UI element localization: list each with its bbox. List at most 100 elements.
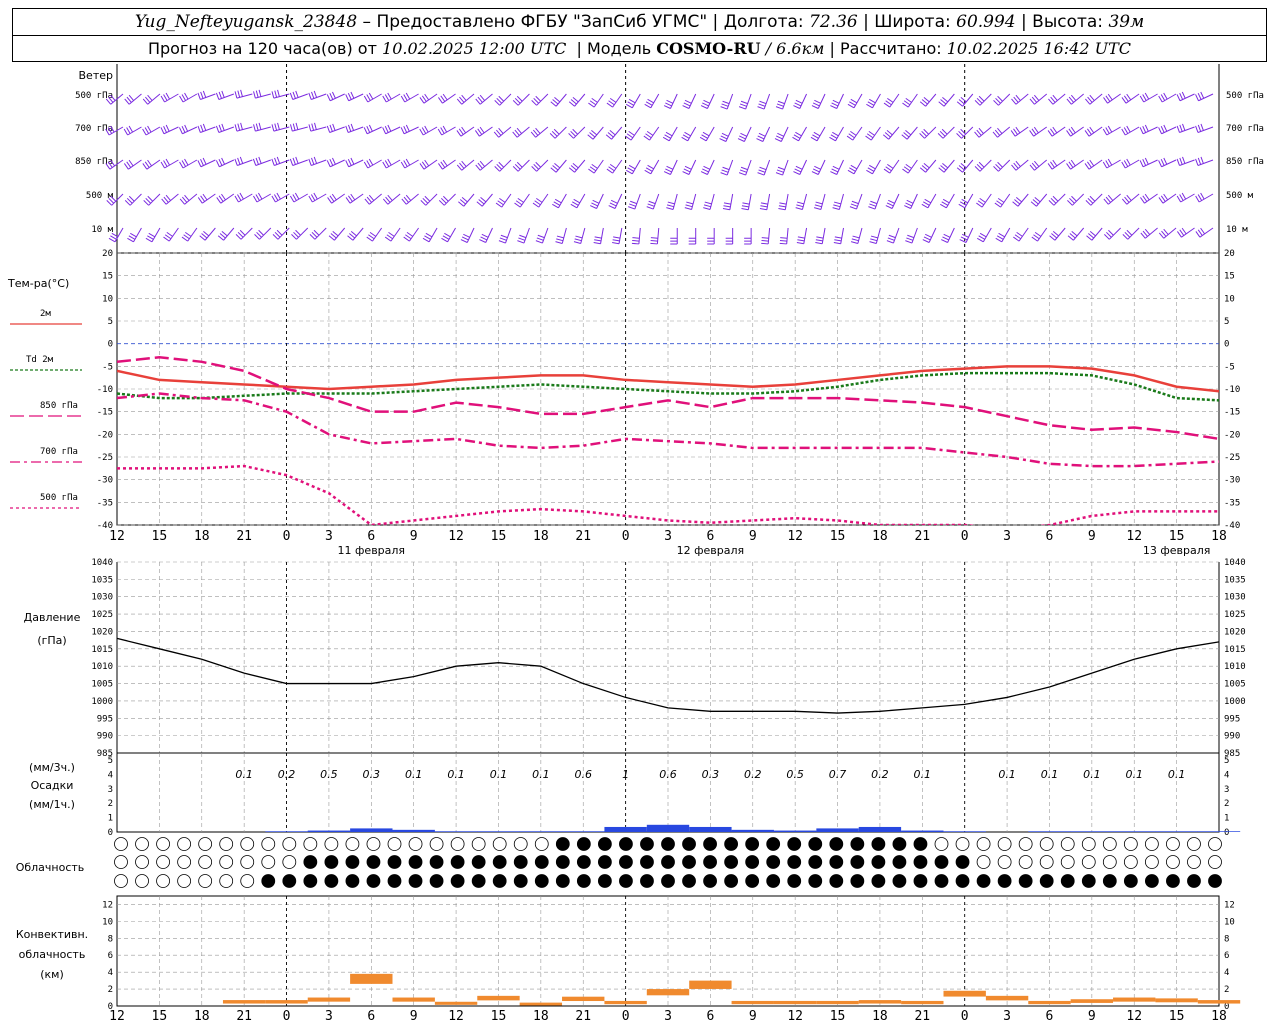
- wind-barb-feather: [237, 231, 244, 238]
- wind-barb: [345, 193, 364, 204]
- wind-barb: [919, 93, 937, 107]
- temp-ytick: 0: [108, 340, 113, 350]
- wind-barb-staff: [1088, 126, 1103, 137]
- cloud-cover-symbol: [177, 837, 192, 851]
- wind-barb-feather: [1121, 97, 1127, 104]
- wind-barb-feather: [1200, 227, 1206, 235]
- temp-xtick: 12: [109, 529, 125, 544]
- wind-barb-feather: [960, 128, 966, 135]
- wind-barb-feather: [1139, 127, 1144, 134]
- provider-text: – Предоставлено ФГБУ "ЗапСиб УГМС" |: [362, 12, 724, 32]
- wind-barb-staff: [799, 93, 808, 109]
- wind-barb-feather: [682, 134, 690, 139]
- wind-barb-staff: [943, 159, 955, 173]
- temp-ytick: 10: [102, 294, 113, 304]
- wind-barb: [720, 159, 734, 176]
- wind-barb: [937, 126, 955, 139]
- wind-barb: [719, 126, 734, 142]
- wind-barb-staff: [672, 193, 678, 210]
- wind-barb: [216, 193, 235, 204]
- wind-barb-feather: [1142, 125, 1147, 133]
- wind-barb-staff: [906, 126, 918, 140]
- wind-barb-feather: [1047, 130, 1053, 137]
- wind-barb: [919, 159, 937, 173]
- pres-ytick: 995: [97, 714, 113, 724]
- wind-barb-feather: [902, 168, 909, 174]
- wind-barb-staff: [387, 193, 401, 205]
- wind-barb-feather: [271, 195, 276, 203]
- wind-barb-feather: [147, 195, 154, 202]
- wind-barb-feather: [419, 97, 425, 104]
- wind-barb-feather: [384, 160, 390, 167]
- wind-barb: [778, 193, 789, 211]
- wind-barb-feather: [1103, 198, 1109, 205]
- wind-barb-feather: [997, 95, 1003, 102]
- wind-barb-feather: [886, 202, 894, 207]
- wind-barb-feather: [292, 194, 297, 201]
- wind-barb-feather: [814, 99, 821, 104]
- wind-barb-feather: [366, 160, 371, 167]
- wind-barb-feather: [258, 229, 264, 236]
- temp-xtick: 21: [914, 529, 930, 544]
- wind-barb-feather: [424, 195, 431, 202]
- cloud-cover-symbol: [114, 855, 128, 869]
- wind-barb-feather: [1089, 195, 1096, 202]
- wind-barb-feather: [105, 163, 111, 170]
- wind-barb-feather: [866, 133, 874, 139]
- wind-barb-feather: [1121, 128, 1126, 136]
- wind-barb: [308, 156, 327, 166]
- precip-3h-label: 0.1: [235, 768, 253, 781]
- pres-ytick-right: 1025: [1224, 610, 1246, 620]
- wind-barb: [625, 159, 641, 175]
- wind-barb-staff: [466, 227, 475, 243]
- cloud-cover-symbol: [787, 874, 802, 888]
- wind-barb-feather: [812, 102, 820, 107]
- cloud-cover-symbol: [1166, 874, 1180, 888]
- wind-barb-feather: [1124, 196, 1130, 203]
- wind-barb-feather: [459, 162, 465, 169]
- wind-barb-feather: [382, 127, 387, 134]
- wind-barb-feather: [516, 127, 522, 134]
- wind-barb-feather: [1034, 94, 1040, 101]
- wind-barb-staff: [1037, 227, 1048, 242]
- wind-barb-feather: [387, 194, 393, 201]
- cloud-cover-symbol: [534, 874, 549, 888]
- wind-barb: [1102, 158, 1121, 169]
- temp-ytick-right: -15: [1224, 408, 1240, 418]
- wind-barb-feather: [142, 163, 148, 170]
- wind-barb: [1048, 93, 1066, 105]
- cloud-cover-symbol: [282, 837, 297, 851]
- wind-barb-feather: [703, 165, 711, 170]
- wind-barb-feather: [313, 229, 320, 236]
- temp-xtick: 3: [325, 529, 333, 544]
- wind-barb: [605, 126, 623, 140]
- wind-barb: [1049, 227, 1066, 241]
- wind-barb-feather: [887, 163, 894, 169]
- wind-barb-staff: [652, 193, 660, 210]
- wind-barb-feather: [998, 232, 1005, 238]
- wind-barb-feather: [498, 240, 506, 244]
- wind-barb: [254, 227, 272, 240]
- cloud-cover-symbol: [429, 855, 444, 869]
- wind-barb-feather: [720, 106, 728, 110]
- wind-barb-feather: [142, 98, 149, 105]
- wind-barb-feather: [883, 168, 891, 174]
- wind-barb-feather: [1034, 160, 1040, 167]
- precip-ytick: 2: [108, 799, 113, 809]
- wind-barb-feather: [461, 160, 467, 167]
- cloud-cover-symbol: [324, 837, 339, 851]
- wind-barb: [1122, 227, 1140, 240]
- cloud-cover-symbol: [1081, 874, 1096, 888]
- wind-barb-feather: [940, 165, 947, 171]
- cloud-cover-symbol: [1102, 837, 1117, 851]
- wind-barb-feather: [531, 166, 537, 172]
- wind-barb-feather: [406, 231, 414, 237]
- cloud-cover-symbol: [1187, 837, 1201, 851]
- wind-barb-feather: [739, 103, 747, 107]
- wind-barb: [1176, 156, 1195, 166]
- wind-barb-staff: [1143, 93, 1158, 103]
- wind-barb-staff: [942, 126, 955, 139]
- wind-barb-feather: [591, 129, 598, 136]
- wind-barb-feather: [271, 91, 275, 99]
- wind-barb: [127, 227, 142, 243]
